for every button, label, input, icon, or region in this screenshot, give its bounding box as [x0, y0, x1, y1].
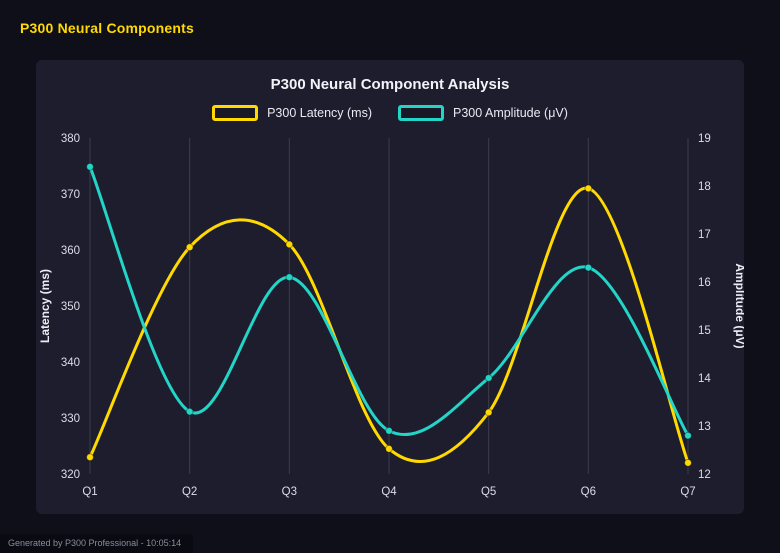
svg-text:Q4: Q4 — [381, 486, 397, 498]
svg-text:Q6: Q6 — [581, 486, 596, 498]
svg-text:14: 14 — [698, 373, 711, 385]
svg-text:Q1: Q1 — [82, 486, 97, 498]
svg-text:16: 16 — [698, 277, 711, 289]
page-title: P300 Neural Components — [20, 20, 194, 36]
svg-text:18: 18 — [698, 181, 711, 193]
latency-legend-swatch — [212, 105, 259, 121]
svg-text:12: 12 — [698, 469, 711, 481]
svg-text:Q3: Q3 — [282, 486, 297, 498]
svg-text:19: 19 — [698, 133, 711, 145]
svg-text:330: 330 — [61, 413, 80, 425]
svg-text:320: 320 — [61, 469, 80, 481]
svg-text:Latency (ms): Latency (ms) — [38, 269, 52, 343]
chart-panel: P300 Neural Component Analysis P300 Late… — [36, 60, 744, 514]
legend-item-latency[interactable]: P300 Latency (ms) — [212, 105, 372, 121]
svg-text:Q7: Q7 — [680, 486, 695, 498]
legend-item-amplitude[interactable]: P300 Amplitude (μV) — [398, 105, 568, 121]
chart-title: P300 Neural Component Analysis — [270, 76, 510, 93]
svg-text:Q5: Q5 — [481, 486, 496, 498]
legend-label: P300 Amplitude (μV) — [453, 106, 568, 120]
svg-text:Amplitude (μV): Amplitude (μV) — [733, 263, 744, 348]
svg-text:370: 370 — [61, 189, 80, 201]
chart-legend: P300 Latency (ms) P300 Amplitude (μV) — [36, 100, 744, 126]
svg-text:13: 13 — [698, 421, 711, 433]
chart-svg: 320 330 340 350 360 370 380 12 13 14 15 16 17 18 19 Q1 Q… — [38, 133, 744, 498]
svg-text:380: 380 — [61, 133, 80, 145]
svg-text:350: 350 — [61, 301, 80, 313]
svg-text:15: 15 — [698, 325, 711, 337]
legend-label: P300 Latency (ms) — [267, 106, 372, 120]
svg-text:17: 17 — [698, 229, 711, 241]
svg-text:360: 360 — [61, 245, 80, 257]
amplitude-legend-swatch — [398, 105, 444, 121]
svg-text:340: 340 — [61, 357, 80, 369]
svg-text:Q2: Q2 — [182, 486, 197, 498]
footer-note: Generated by P300 Professional - 10:05:1… — [0, 534, 194, 553]
